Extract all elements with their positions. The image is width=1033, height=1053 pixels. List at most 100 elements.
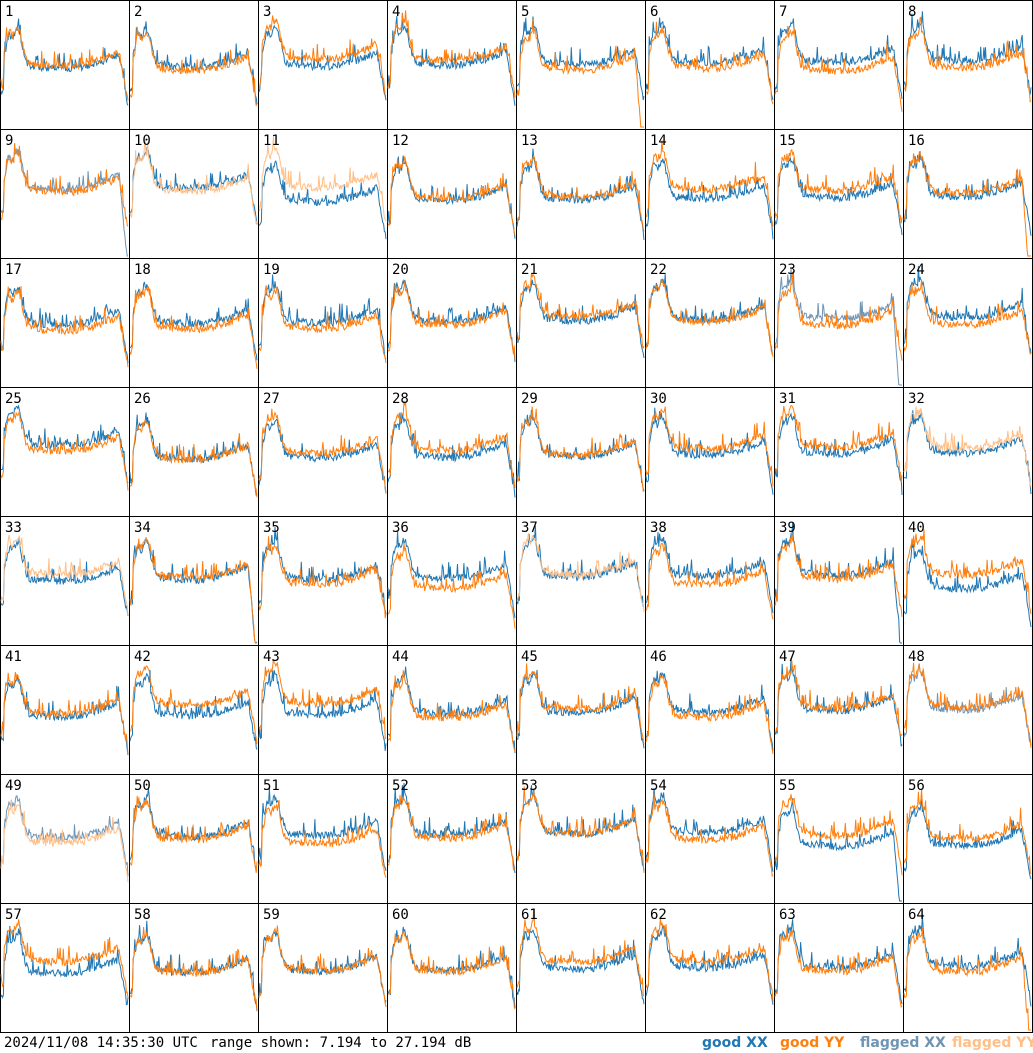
panel-55: 55 xyxy=(774,774,904,904)
yy-trace-6 xyxy=(645,21,774,105)
xx-trace-30 xyxy=(645,407,774,495)
panel-frame xyxy=(516,516,646,646)
panel-58: 58 xyxy=(129,903,259,1033)
yy-trace-44 xyxy=(387,670,516,752)
panel-7: 7 xyxy=(774,0,904,130)
panel-39: 39 xyxy=(774,516,904,646)
panel-label: 43 xyxy=(263,649,280,665)
panel-18: 18 xyxy=(129,258,259,388)
panel-27: 27 xyxy=(258,387,388,517)
panel-frame xyxy=(516,774,646,904)
yy-trace-37 xyxy=(516,533,645,613)
panel-59: 59 xyxy=(258,903,388,1033)
yy-trace-53 xyxy=(516,786,645,873)
xx-trace-42 xyxy=(129,669,258,750)
panel-label: 59 xyxy=(263,907,280,923)
panel-31: 31 xyxy=(774,387,904,517)
panel-label: 60 xyxy=(392,907,409,923)
xx-trace-21 xyxy=(516,279,645,359)
panel-5: 5 xyxy=(516,0,646,130)
panel-label: 25 xyxy=(5,391,22,407)
yy-trace-54 xyxy=(645,793,774,878)
xx-trace-11 xyxy=(258,160,387,240)
panel-label: 22 xyxy=(650,262,667,278)
panel-label: 40 xyxy=(908,520,925,536)
yy-trace-23 xyxy=(774,273,903,361)
panel-label: 15 xyxy=(779,133,796,149)
panel-frame xyxy=(258,516,388,646)
yy-trace-8 xyxy=(903,16,1032,103)
yy-trace-22 xyxy=(645,278,774,358)
panel-52: 52 xyxy=(387,774,517,904)
panel-30: 30 xyxy=(645,387,775,517)
panel-frame xyxy=(774,516,904,646)
xx-trace-43 xyxy=(258,670,387,751)
panel-10: 10 xyxy=(129,129,259,259)
yy-trace-10 xyxy=(129,138,258,225)
panel-label: 6 xyxy=(650,4,658,20)
panel-12: 12 xyxy=(387,129,517,259)
yy-trace-32 xyxy=(903,406,1032,488)
panel-frame xyxy=(387,0,517,130)
yy-trace-29 xyxy=(516,406,645,493)
panel-label: 58 xyxy=(134,907,151,923)
panel-frame xyxy=(516,903,646,1033)
yy-trace-49 xyxy=(0,800,129,883)
xx-trace-23 xyxy=(774,268,902,386)
yy-trace-4 xyxy=(387,10,516,98)
yy-trace-41 xyxy=(0,671,129,754)
panel-43: 43 xyxy=(258,645,388,775)
panel-63: 63 xyxy=(774,903,904,1033)
panel-49: 49 xyxy=(0,774,130,904)
yy-trace-30 xyxy=(645,406,774,487)
panel-label: 3 xyxy=(263,4,271,20)
panel-47: 47 xyxy=(774,645,904,775)
yy-trace-28 xyxy=(387,400,516,489)
yy-trace-45 xyxy=(516,663,645,745)
panel-17: 17 xyxy=(0,258,130,388)
xx-trace-35 xyxy=(258,526,387,615)
panel-28: 28 xyxy=(387,387,517,517)
panel-label: 12 xyxy=(392,133,409,149)
panel-frame xyxy=(516,258,646,388)
yy-trace-63 xyxy=(774,927,903,1009)
panel-label: 34 xyxy=(134,520,151,536)
xx-trace-31 xyxy=(774,412,903,496)
yy-trace-38 xyxy=(645,542,774,620)
panel-label: 4 xyxy=(392,4,400,20)
panel-label: 27 xyxy=(263,391,280,407)
panel-label: 2 xyxy=(134,4,142,20)
xx-trace-7 xyxy=(774,18,903,100)
yy-trace-13 xyxy=(516,154,645,232)
panel-38: 38 xyxy=(645,516,775,646)
yy-trace-14 xyxy=(645,140,774,227)
panel-37: 37 xyxy=(516,516,646,646)
yy-trace-61 xyxy=(516,908,645,997)
yy-trace-34 xyxy=(129,536,257,644)
panel-label: 16 xyxy=(908,133,925,149)
panel-40: 40 xyxy=(903,516,1033,646)
yy-trace-17 xyxy=(0,286,129,368)
panel-61: 61 xyxy=(516,903,646,1033)
panel-label: 50 xyxy=(134,778,151,794)
panel-42: 42 xyxy=(129,645,259,775)
panel-label: 10 xyxy=(134,133,151,149)
yy-trace-18 xyxy=(129,286,258,369)
panel-frame xyxy=(0,645,130,775)
panel-frame xyxy=(774,258,904,388)
yy-trace-59 xyxy=(258,925,387,1008)
panel-frame xyxy=(903,129,1033,259)
xx-trace-38 xyxy=(645,532,774,614)
panel-label: 13 xyxy=(521,133,538,149)
yy-trace-16 xyxy=(903,151,1031,257)
panel-frame xyxy=(258,774,388,904)
panel-label: 37 xyxy=(521,520,538,536)
panel-label: 31 xyxy=(779,391,796,407)
panel-label: 51 xyxy=(263,778,280,794)
panel-frame xyxy=(387,903,517,1033)
panel-label: 49 xyxy=(5,778,22,794)
xx-trace-63 xyxy=(774,919,903,1005)
panel-label: 55 xyxy=(779,778,796,794)
panel-label: 30 xyxy=(650,391,667,407)
